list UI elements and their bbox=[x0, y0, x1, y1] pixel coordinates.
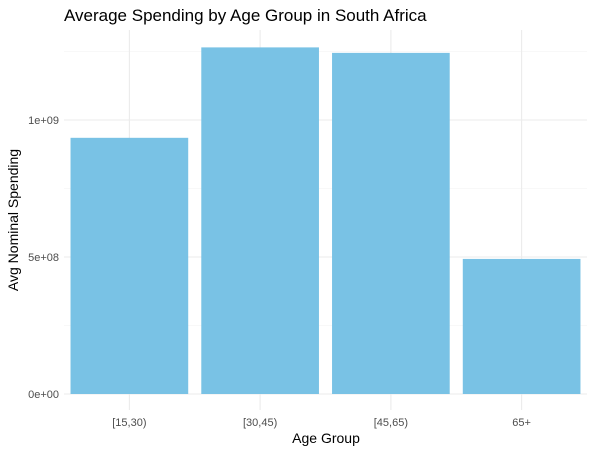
x-axis-tick-labels: [15,30) [30,45) [45,65) 65+ bbox=[112, 417, 531, 429]
y-tick-label: 5e+08 bbox=[28, 252, 59, 264]
x-tick-label: [30,45) bbox=[243, 417, 277, 429]
bar-2 bbox=[201, 47, 319, 394]
bars bbox=[70, 47, 581, 395]
y-tick-label: 1e+09 bbox=[28, 115, 59, 127]
y-tick-label: 0e+00 bbox=[28, 389, 59, 401]
bar-4 bbox=[462, 258, 581, 394]
x-tick-label: [15,30) bbox=[112, 417, 146, 429]
bar-1 bbox=[70, 137, 189, 394]
x-tick-label: 65+ bbox=[512, 417, 531, 429]
x-tick-label: [45,65) bbox=[374, 417, 408, 429]
y-axis-title: Avg Nominal Spending bbox=[5, 149, 21, 291]
x-axis-title: Age Group bbox=[292, 430, 360, 446]
bar-3 bbox=[332, 52, 450, 395]
chart-title: Average Spending by Age Group in South A… bbox=[64, 6, 427, 25]
y-axis-tick-labels: 0e+00 5e+08 1e+09 bbox=[28, 115, 59, 401]
